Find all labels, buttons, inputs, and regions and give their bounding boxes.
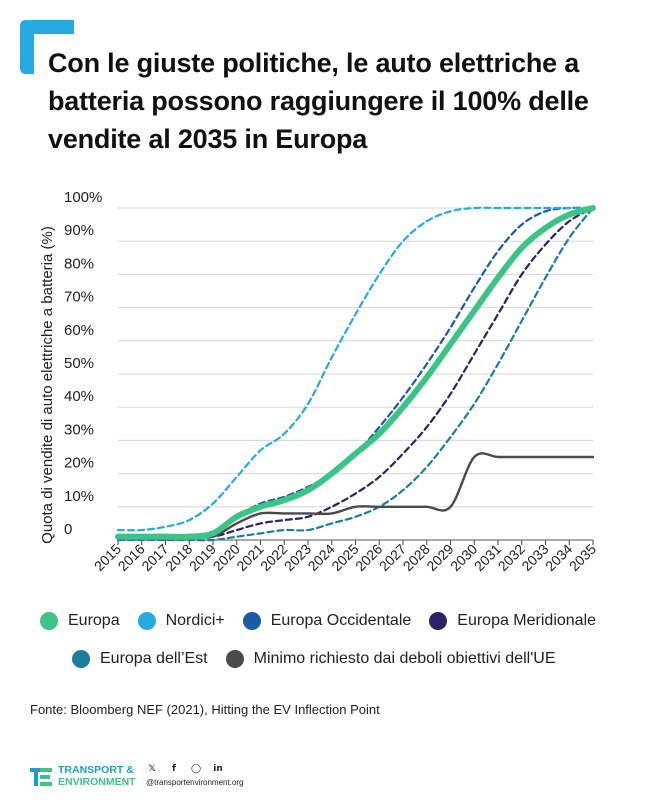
legend: Europa Nordici+ Europa Occidentale Europa M… bbox=[40, 608, 640, 672]
y-tick-label: 0 bbox=[64, 521, 72, 538]
series-line-europa-occidentale bbox=[116, 206, 595, 539]
legend-swatch bbox=[40, 612, 58, 630]
x-tick-label: 2035 bbox=[566, 541, 599, 574]
te-logo-icon bbox=[30, 768, 52, 786]
y-tick-label: 100% bbox=[64, 189, 102, 206]
legend-label: Minimo richiesto dai deboli obiettivi de… bbox=[253, 650, 556, 667]
legend-swatch bbox=[242, 612, 261, 630]
legend-item: Europa Occidentale bbox=[242, 612, 412, 630]
brand-line-2: ENVIRONMENT bbox=[58, 775, 136, 788]
legend-label: Europa Meridionale bbox=[457, 612, 597, 629]
legend-swatch bbox=[137, 612, 156, 630]
legend-item: Europa Meridionale bbox=[429, 612, 596, 630]
linkedin-icon[interactable]: in bbox=[213, 764, 223, 774]
series-lines bbox=[115, 205, 596, 542]
brand-line-1: TRANSPORT & bbox=[58, 764, 134, 776]
series-line-minimo-richiesto-dai-deboli-obiettivi-dell-ue bbox=[116, 452, 595, 539]
y-tick-label: 80% bbox=[64, 255, 94, 272]
legend-label: Nordici+ bbox=[165, 612, 225, 629]
grid-lines bbox=[118, 207, 593, 541]
chart-title: Con le giuste politiche, le auto elettri… bbox=[48, 48, 589, 154]
chart: 100% 90% 80% 70% 60% 50% 40% 30% 20% 10% 0 2015201… bbox=[39, 189, 599, 574]
legend-item: Europa bbox=[40, 612, 120, 630]
legend-swatch bbox=[225, 650, 244, 668]
y-tick-label: 60% bbox=[64, 322, 94, 339]
x-axis-ticks: 2015201620172018201920202021202220232024… bbox=[91, 539, 599, 574]
legend-item: Minimo richiesto dai deboli obiettivi de… bbox=[225, 650, 556, 668]
legend-label: Europa bbox=[68, 612, 120, 629]
instagram-icon[interactable]: ◯ bbox=[190, 764, 202, 774]
y-tick-label: 70% bbox=[64, 289, 94, 306]
y-axis-label: Quota di vendite di auto elettriche a ba… bbox=[39, 226, 56, 544]
y-tick-label: 20% bbox=[64, 455, 94, 472]
legend-item: Nordici+ bbox=[137, 612, 225, 630]
title-accent-mark bbox=[20, 20, 74, 74]
legend-swatch bbox=[429, 612, 448, 630]
y-tick-label: 30% bbox=[64, 421, 94, 438]
legend-label: Europa Occidentale bbox=[270, 612, 412, 629]
y-tick-label: 90% bbox=[64, 222, 94, 239]
social-links: 𝕏 f ◯ in bbox=[146, 764, 224, 774]
y-axis-ticks: 100% 90% 80% 70% 60% 50% 40% 30% 20% 10% 0 bbox=[64, 189, 102, 538]
y-tick-label: 50% bbox=[64, 355, 94, 372]
brand-name: TRANSPORT & ENVIRONMENT bbox=[58, 764, 136, 788]
twitter-icon[interactable]: 𝕏 bbox=[148, 764, 156, 774]
legend-swatch bbox=[72, 650, 90, 668]
y-tick-label: 40% bbox=[64, 388, 94, 405]
legend-label: Europa dell’Est bbox=[100, 650, 208, 667]
series-line-nordici- bbox=[116, 206, 595, 532]
series-line-europa-dell-est bbox=[116, 206, 595, 542]
source-note: Fonte: Bloomberg NEF (2021), Hitting the… bbox=[30, 702, 380, 717]
series-line-europa-meridionale bbox=[116, 206, 595, 539]
series-line-europa bbox=[115, 205, 596, 540]
legend-item: Europa dell’Est bbox=[72, 650, 208, 668]
footer: TRANSPORT & ENVIRONMENT 𝕏 f ◯ in @transp… bbox=[30, 762, 330, 792]
y-tick-label: 10% bbox=[64, 488, 94, 505]
website-handle[interactable]: @transportenvironment.org bbox=[146, 778, 244, 787]
facebook-icon[interactable]: f bbox=[172, 764, 176, 774]
